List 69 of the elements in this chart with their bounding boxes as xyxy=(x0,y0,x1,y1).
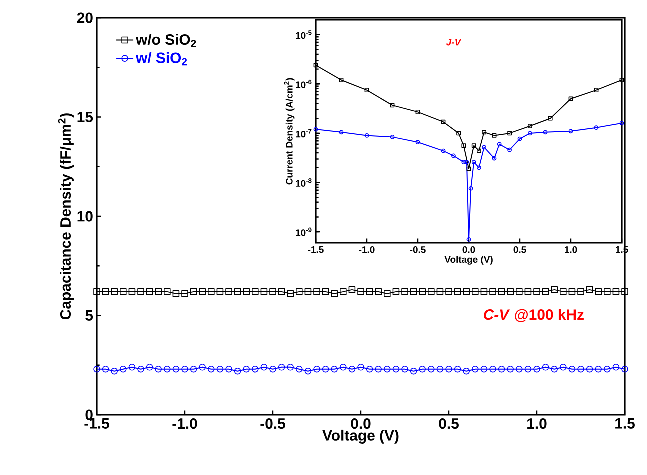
point xyxy=(462,144,466,148)
y-tick-label: 10$^{-9}$ xyxy=(296,228,312,236)
point xyxy=(492,134,497,138)
point xyxy=(441,148,446,154)
point xyxy=(466,238,472,242)
point xyxy=(497,142,502,147)
y-tick-label: 5 xyxy=(86,310,94,321)
point xyxy=(364,134,370,138)
x-tick-label: 1.0 xyxy=(565,246,578,254)
y-tick-label: 0 xyxy=(86,410,93,420)
point xyxy=(594,88,599,93)
x-tick-label: -0.5 xyxy=(410,246,426,254)
point xyxy=(339,78,344,82)
point xyxy=(548,116,553,121)
point xyxy=(462,160,466,164)
point xyxy=(472,160,476,164)
point xyxy=(477,166,482,170)
point xyxy=(456,131,461,136)
point xyxy=(441,120,446,124)
y-tick-label: 10 xyxy=(78,211,93,222)
point xyxy=(464,160,470,164)
legend-label: w/ SiO$_{2}$ xyxy=(136,52,188,66)
point xyxy=(508,148,512,152)
y-tick-label: 20 xyxy=(77,12,93,24)
annotation: J-V xyxy=(446,39,462,46)
point xyxy=(594,126,599,130)
y-tick-label: 10$^{-6}$ xyxy=(296,80,312,88)
x-axis-title: Voltage (V) xyxy=(444,256,493,265)
x-tick-label: -1.5 xyxy=(84,418,110,429)
point xyxy=(466,166,472,172)
y-axis-title: Capacitance Density (fF/μm$^{2}$) xyxy=(58,114,74,320)
legend-label: w/o SiO$_{2}$ xyxy=(136,34,196,48)
point xyxy=(508,131,512,136)
x-tick-label: -1.0 xyxy=(359,246,375,254)
x-tick-label: 0.0 xyxy=(351,418,371,430)
x-axis-title: Voltage (V) xyxy=(322,430,399,444)
point xyxy=(528,131,532,136)
x-tick-label: -1.5 xyxy=(308,246,324,254)
x-tick-label: 0.5 xyxy=(514,246,526,254)
point xyxy=(492,156,497,161)
y-tick-label: 10$^{-8}$ xyxy=(296,178,312,188)
y-tick-label: 10$^{-5}$ xyxy=(296,30,312,40)
point xyxy=(452,154,456,158)
x-tick-label: 1.0 xyxy=(528,418,547,430)
point xyxy=(468,186,474,191)
y-tick-label: 15 xyxy=(78,112,94,122)
point xyxy=(568,96,574,102)
point xyxy=(482,145,486,150)
x-tick-label: -1.0 xyxy=(172,418,198,430)
point xyxy=(416,110,420,114)
y-axis-title: Current Density (A/cm$^{2}$) xyxy=(284,78,295,185)
point xyxy=(390,103,395,108)
x-tick-label: 0.5 xyxy=(439,418,459,430)
point xyxy=(390,134,395,140)
annotation: C-V @100 kHz xyxy=(484,309,584,322)
point xyxy=(528,124,532,128)
x-tick-label: 1.5 xyxy=(616,418,635,429)
point xyxy=(364,88,370,93)
point xyxy=(482,130,486,135)
point xyxy=(543,130,548,135)
x-tick-label: -0.5 xyxy=(260,418,286,430)
x-tick-label: 0.0 xyxy=(462,246,476,254)
point xyxy=(568,129,574,134)
point xyxy=(339,130,344,135)
point xyxy=(477,148,482,154)
point xyxy=(472,144,476,148)
point xyxy=(416,140,420,145)
point xyxy=(518,136,522,142)
y-tick-label: 10$^{-7}$ xyxy=(296,129,312,138)
